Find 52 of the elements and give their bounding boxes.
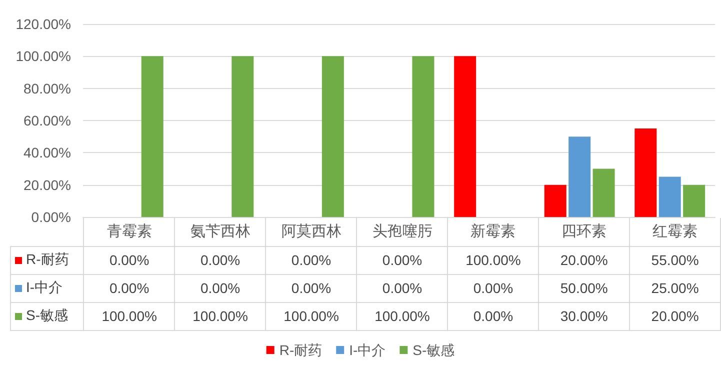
y-tick-label: 40.00% [24,144,71,161]
bar [454,56,476,217]
bar [658,176,681,217]
y-tick-label: 80.00% [24,80,71,96]
data-label: 50.00% [538,274,630,302]
data-label: 55.00% [630,246,720,274]
data-label: 100.00% [266,302,357,330]
data-label: 100.00% [174,302,266,330]
data-label: 30.00% [538,302,630,330]
data-label: 0.00% [266,274,357,302]
bar [412,56,434,217]
data-label: 100.00% [448,246,539,274]
data-label: 0.00% [356,274,448,302]
bar [141,56,164,217]
data-label: 100.00% [84,302,175,330]
y-tick-label: 60.00% [24,112,71,128]
bar [232,56,254,217]
data-label: 0.00% [448,302,539,330]
text: I-中介 [26,279,63,295]
data-label: 100.00% [356,302,448,330]
x-tick-label: 阿莫西林 [266,218,357,246]
x-tick-label: 青霉素 [84,218,175,246]
data-label: 25.00% [630,274,720,302]
y-tick-label: 120.00% [16,16,71,32]
legend-label: R-耐药 [279,342,322,358]
bar [544,184,566,217]
x-tick-label: 四环素 [538,218,630,246]
bar [634,128,657,217]
data-label: 0.00% [356,246,448,274]
text: R-耐药 [26,251,69,267]
x-tick-label: 头孢噻肟 [356,218,448,246]
y-tick-label: 20.00% [24,176,71,193]
data-label: 0.00% [266,246,357,274]
x-tick-label: 氨苄西林 [174,218,266,246]
bar [322,56,344,217]
data-label: 0.00% [174,274,266,302]
data-label: 0.00% [174,246,266,274]
bar [592,168,615,217]
x-tick-label: 新霉素 [448,218,539,246]
text: S-敏感 [412,342,455,358]
legend-label: S-敏感 [10,302,84,330]
legend-label: I-中介 [349,342,386,358]
y-tick-label: 100.00% [16,48,71,64]
bar [683,184,706,217]
data-label: 20.00% [538,246,630,274]
data-label: 0.00% [84,274,175,302]
x-tick-label: 红霉素 [630,218,720,246]
data-label: 20.00% [630,302,720,330]
data-label: 0.00% [448,274,539,302]
y-tick-label: 0.00% [31,209,71,225]
bar [568,136,591,217]
data-label: 0.00% [84,246,175,274]
